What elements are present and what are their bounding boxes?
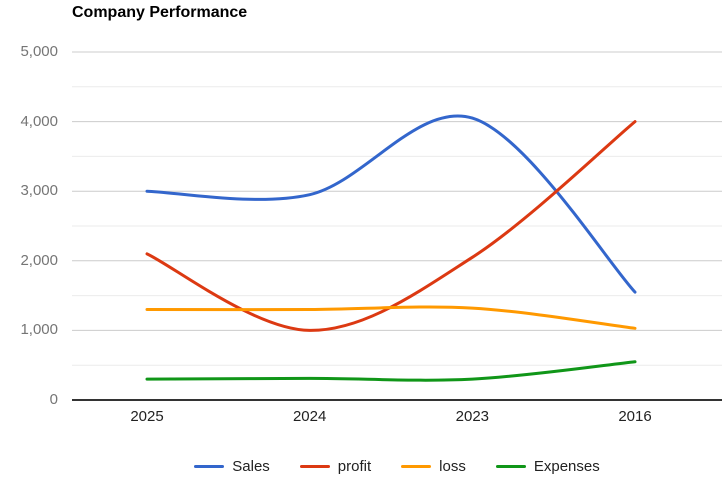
legend-label: Sales	[232, 457, 270, 475]
legend: Sales profit loss Expenses	[72, 456, 722, 476]
series-line-profit	[145, 120, 637, 332]
y-tick-label: 1,000	[20, 321, 58, 339]
legend-label: profit	[337, 457, 372, 475]
series-line-sales	[145, 114, 637, 294]
chart-title: Company Performance	[72, 4, 248, 21]
y-tick-label: 0	[49, 391, 58, 408]
legend-label: Expenses	[533, 457, 600, 475]
legend-swatch-icon	[299, 464, 330, 468]
legend-label: loss	[439, 457, 466, 475]
y-tick-label: 3,000	[20, 182, 58, 200]
series-line-loss	[145, 305, 637, 330]
legend-swatch-icon	[194, 464, 225, 468]
x-tick-label: 2025	[130, 408, 164, 425]
legend-swatch-icon	[495, 464, 526, 468]
legend-item-sales: Sales	[194, 458, 270, 475]
legend-item-profit: profit	[299, 457, 372, 475]
y-tick-label: 2,000	[20, 251, 58, 269]
legend-swatch-icon	[401, 464, 432, 468]
x-tick-label: 2024	[292, 408, 327, 425]
y-tick-label: 5,000	[20, 43, 58, 60]
legend-item-expenses: Expenses	[495, 457, 600, 475]
x-tick-label: 2016	[618, 408, 652, 425]
legend-item-loss: loss	[401, 458, 466, 475]
series-line-expenses	[145, 360, 637, 382]
x-tick-label: 2023	[455, 408, 490, 425]
y-tick-label: 4,000	[20, 112, 58, 130]
